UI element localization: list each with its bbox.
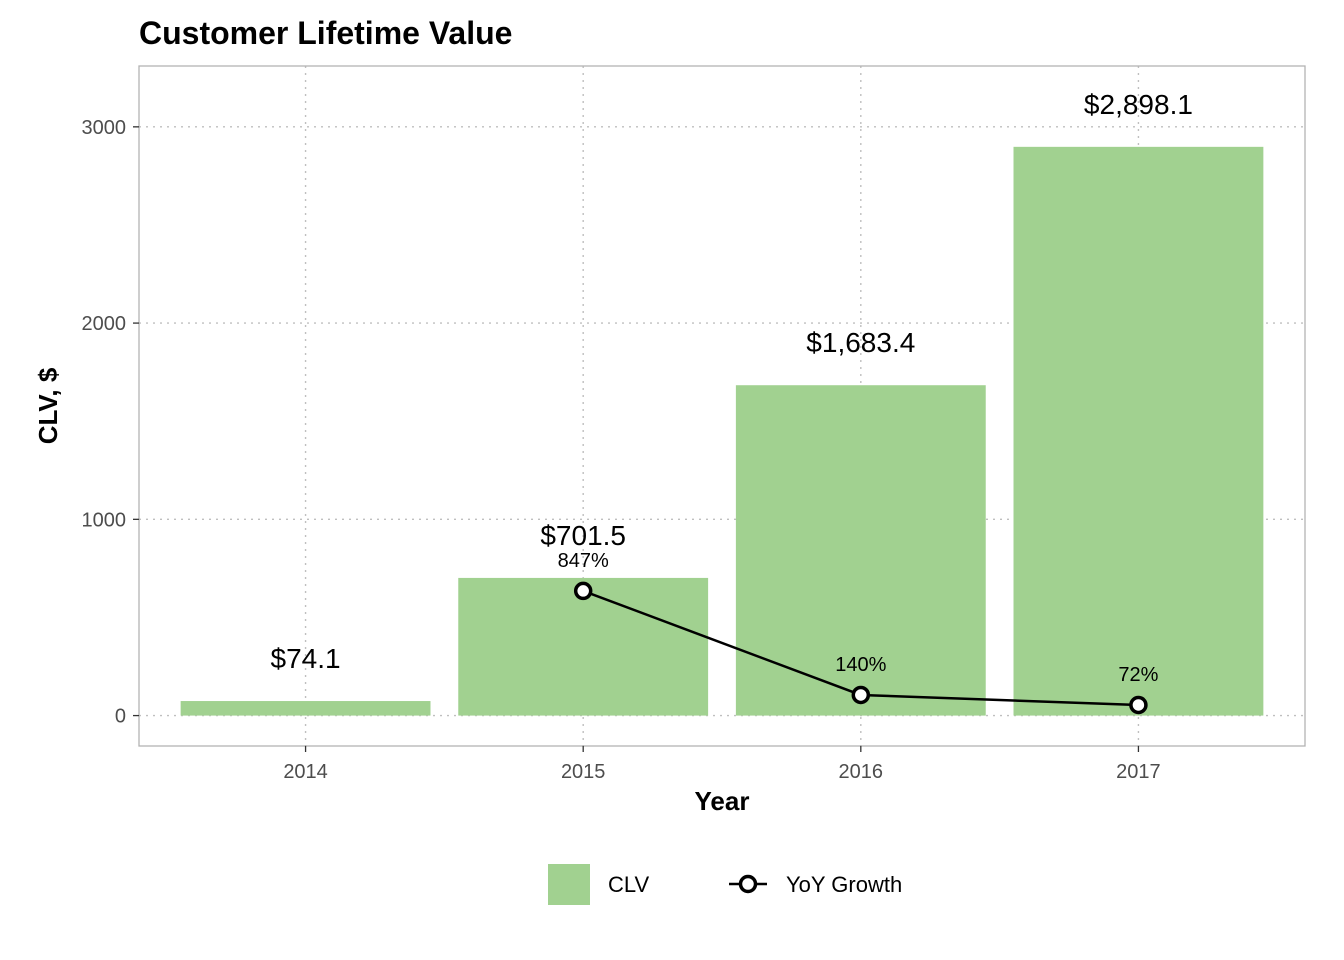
y-axis-title: CLV, $ — [33, 367, 63, 444]
bars — [180, 146, 1264, 716]
y-tick-label-3000: 3000 — [82, 117, 127, 139]
bar-2017 — [1013, 146, 1264, 716]
y-tick-label-0: 0 — [115, 706, 126, 728]
plot-border — [138, 65, 1306, 747]
growth-label-2016: 140% — [835, 654, 886, 676]
bar-value-label-2014: $74.1 — [271, 643, 341, 674]
growth-label-2017: 72% — [1118, 664, 1158, 686]
bar-2014 — [180, 701, 431, 716]
bar-2016 — [735, 385, 986, 716]
x-tick-label-2017: 2017 — [1116, 761, 1161, 783]
x-axis-title: Year — [695, 786, 750, 816]
x-tick-label-2015: 2015 — [561, 761, 606, 783]
growth-point-2015 — [573, 581, 593, 601]
chart-title: Customer Lifetime Value — [139, 15, 512, 51]
legend-label-clv: CLV — [608, 872, 649, 897]
legend-swatch-point-growth — [738, 874, 758, 894]
x-tick-label-2016: 2016 — [839, 761, 884, 783]
y-tick-label-2000: 2000 — [82, 313, 127, 335]
growth-point-2017 — [1129, 695, 1148, 715]
legend-swatch-clv — [548, 864, 590, 905]
legend-label-growth: YoY Growth — [786, 872, 902, 897]
x-tick-label-2014: 2014 — [283, 761, 328, 783]
y-tick-label-1000: 1000 — [82, 509, 127, 531]
bar-value-label-2017: $2,898.1 — [1084, 89, 1193, 120]
bar-value-label-2015: $701.5 — [540, 520, 626, 551]
legend: CLV YoY Growth — [548, 864, 902, 905]
axis-ticks: 0 1000 2000 3000 2014 2015 2016 2017 — [82, 117, 1161, 783]
growth-label-2015: 847% — [558, 550, 609, 572]
growth-line-layer — [573, 581, 1148, 715]
bar-2015 — [458, 577, 709, 716]
data-labels: $74.1 $701.5 $1,683.4 $2,898.1 847% 140% 72% — [271, 89, 1193, 686]
bar-value-label-2016: $1,683.4 — [806, 327, 915, 358]
growth-point-2016 — [851, 685, 871, 705]
